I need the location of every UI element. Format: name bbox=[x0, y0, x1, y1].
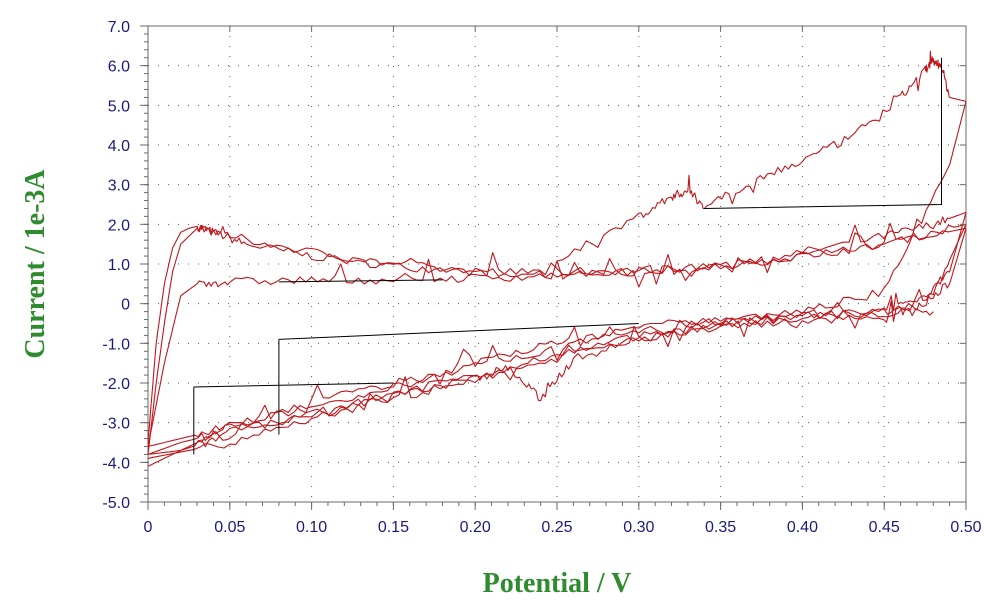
x-tick-label: 0.25 bbox=[541, 519, 572, 536]
y-tick-label: 5.0 bbox=[108, 98, 130, 115]
x-axis-title: Potential / V bbox=[483, 568, 632, 599]
connector-line bbox=[704, 57, 942, 209]
trace-line bbox=[147, 224, 967, 448]
x-tick-label: 0.30 bbox=[623, 519, 654, 536]
y-axis-title: Current / 1e-3A bbox=[20, 169, 51, 359]
traces bbox=[147, 50, 967, 467]
trace-line bbox=[147, 222, 967, 447]
trace-line bbox=[147, 223, 967, 455]
x-tick-label: 0.15 bbox=[378, 519, 409, 536]
y-tick-label: 4.0 bbox=[108, 138, 130, 155]
trace-line bbox=[147, 307, 934, 455]
y-tick-label: 6.0 bbox=[108, 59, 130, 76]
connector-line bbox=[278, 323, 639, 340]
y-tick-label: -2.0 bbox=[102, 376, 130, 393]
trace-line bbox=[147, 228, 967, 459]
x-tick-label: 0.10 bbox=[296, 519, 327, 536]
trace-line bbox=[147, 212, 967, 455]
x-tick-label: 0.40 bbox=[787, 519, 818, 536]
trace-line bbox=[556, 50, 967, 262]
x-tick-label: 0 bbox=[144, 519, 153, 536]
connector-line bbox=[193, 382, 394, 388]
x-tick-label: 0.35 bbox=[705, 519, 736, 536]
y-axis-ticks: 7.0 6.0 5.0 4.0 3.0 2.0 1.0 0 -1.0 -2.0 -3.0 -4.0 -5… bbox=[102, 19, 966, 512]
x-tick-label: 0.20 bbox=[460, 519, 491, 536]
trace-line bbox=[147, 101, 967, 467]
x-tick-label: 0.45 bbox=[869, 519, 900, 536]
connector-lines bbox=[193, 57, 942, 455]
x-tick-label: 0.50 bbox=[950, 519, 981, 536]
x-axis-ticks: 0 0.05 0.10 0.15 0.20 0.25 0.30 0.35 0.40 0.45 0.5… bbox=[144, 26, 982, 536]
y-tick-label: -1.0 bbox=[102, 336, 130, 353]
connector-line bbox=[278, 279, 443, 283]
y-tick-label: 3.0 bbox=[108, 178, 130, 195]
x-tick-label: 0.05 bbox=[214, 519, 245, 536]
y-tick-label: 0 bbox=[121, 297, 130, 314]
y-tick-label: 2.0 bbox=[108, 217, 130, 234]
y-tick-label: 7.0 bbox=[108, 19, 130, 36]
y-tick-label: -3.0 bbox=[102, 416, 130, 433]
y-tick-label: -5.0 bbox=[102, 495, 130, 512]
y-tick-label: -4.0 bbox=[102, 455, 130, 472]
y-tick-label: 1.0 bbox=[108, 257, 130, 274]
